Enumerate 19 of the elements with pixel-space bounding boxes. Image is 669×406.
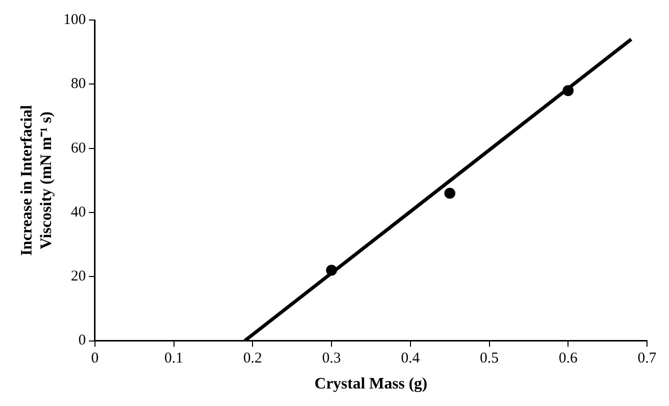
y-tick-label: 20 [70, 268, 86, 285]
point [562, 85, 574, 96]
y-axis-title: Increase in Interfacial Viscosity (mN m⁻¹ s) [18, 104, 55, 256]
x-tick-label: 0.5 [480, 350, 499, 367]
y-tick-label: 100 [63, 12, 86, 28]
x-tick-label: 0.3 [322, 350, 341, 367]
x-tick-label: 0.4 [401, 350, 420, 367]
point [326, 264, 338, 276]
y-tick-label: 40 [70, 204, 86, 220]
x-axis-title: Crystal Mass (g) [314, 376, 428, 393]
point [444, 188, 456, 199]
x-tick-label: 0.2 [243, 350, 262, 367]
x-tick-label: 0.1 [164, 350, 184, 367]
x-tick-label: 0.6 [558, 350, 578, 367]
x-tick-label: 0 [91, 350, 99, 367]
y-tick-label: 80 [70, 76, 86, 92]
x-tick-label: 0.7 [638, 350, 657, 367]
y-tick-label: 60 [70, 140, 86, 156]
y-tick-label: 0 [78, 332, 86, 349]
